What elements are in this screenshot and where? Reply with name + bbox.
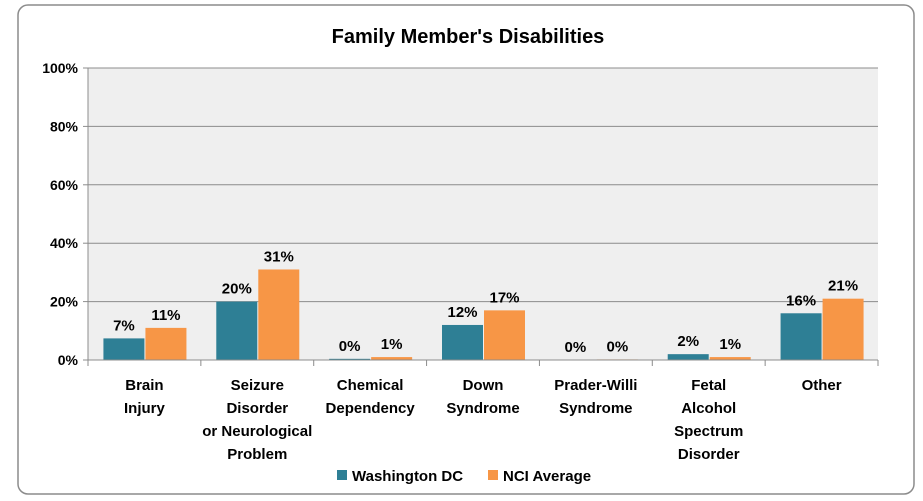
x-tick-label: Other <box>802 377 842 394</box>
y-tick-label: 20% <box>50 294 79 310</box>
x-tick-label-line: Seizure <box>231 377 284 394</box>
x-tick-label-line: Syndrome <box>446 400 519 417</box>
x-tick-label-line: Disorder <box>678 446 740 463</box>
legend-swatch <box>337 470 347 480</box>
bar <box>780 313 822 360</box>
x-tick-label-line: Fetal <box>691 377 726 394</box>
legend-swatch <box>488 470 498 480</box>
bar <box>103 338 145 360</box>
x-tick-label-line: or Neurological <box>202 423 312 440</box>
legend-label: Washington DC <box>352 468 463 485</box>
data-label: 1% <box>381 336 403 353</box>
bar <box>216 301 258 360</box>
x-tick-label: Prader-Willi Syndrome <box>554 377 637 417</box>
x-tick-label-line: Disorder <box>226 400 288 417</box>
y-tick-label: 80% <box>50 118 79 134</box>
x-tick-label: Fetal Alcohol Spectrum Disorder <box>674 377 743 463</box>
x-tick-label-line: Syndrome <box>559 400 632 417</box>
x-tick-label-line: Down <box>463 377 504 394</box>
data-label: 2% <box>677 333 699 350</box>
data-label: 0% <box>607 338 629 355</box>
data-label: 21% <box>828 278 858 295</box>
chart-title: Family Member's Disabilities <box>332 26 605 48</box>
plot-area <box>88 68 878 360</box>
bar <box>709 357 751 360</box>
bar <box>484 310 525 360</box>
data-label: 7% <box>113 317 135 334</box>
bar <box>145 327 187 360</box>
data-label: 11% <box>151 307 180 324</box>
data-label: 31% <box>264 248 294 265</box>
data-label: 0% <box>565 339 587 356</box>
x-tick-label: Down Syndrome <box>446 377 519 417</box>
x-tick-label-line: Other <box>802 377 842 394</box>
y-tick-label: 60% <box>50 177 79 193</box>
x-tick-label: Chemical Dependency <box>326 377 416 417</box>
x-tick-label-line: Injury <box>124 400 165 417</box>
data-label: 17% <box>489 289 519 306</box>
y-tick-label: 40% <box>50 235 79 251</box>
x-tick-label-line: Brain <box>125 377 163 394</box>
x-tick-label-line: Dependency <box>326 400 416 417</box>
data-label: 20% <box>222 281 252 298</box>
x-tick-label-line: Alcohol <box>681 400 736 417</box>
data-label: 12% <box>447 304 477 321</box>
bar <box>667 354 709 360</box>
x-tick-label: Brain Injury <box>124 377 165 417</box>
y-tick-label: 100% <box>42 60 78 76</box>
bar <box>822 298 864 360</box>
data-label: 1% <box>719 336 741 353</box>
x-tick-label-line: Problem <box>227 446 287 463</box>
data-label: 0% <box>339 338 361 355</box>
legend-label: NCI Average <box>503 468 591 485</box>
y-tick-label: 0% <box>58 352 79 368</box>
x-tick-label-line: Prader-Willi <box>554 377 637 394</box>
x-tick-label-line: Chemical <box>337 377 404 394</box>
bar <box>329 358 371 360</box>
data-label: 16% <box>786 292 816 309</box>
bar <box>442 324 483 360</box>
x-tick-label-line: Spectrum <box>674 423 743 440</box>
bar <box>258 269 300 360</box>
x-tick-label: Seizure Disorder or Neurological Problem <box>202 377 312 463</box>
bar <box>371 357 413 360</box>
